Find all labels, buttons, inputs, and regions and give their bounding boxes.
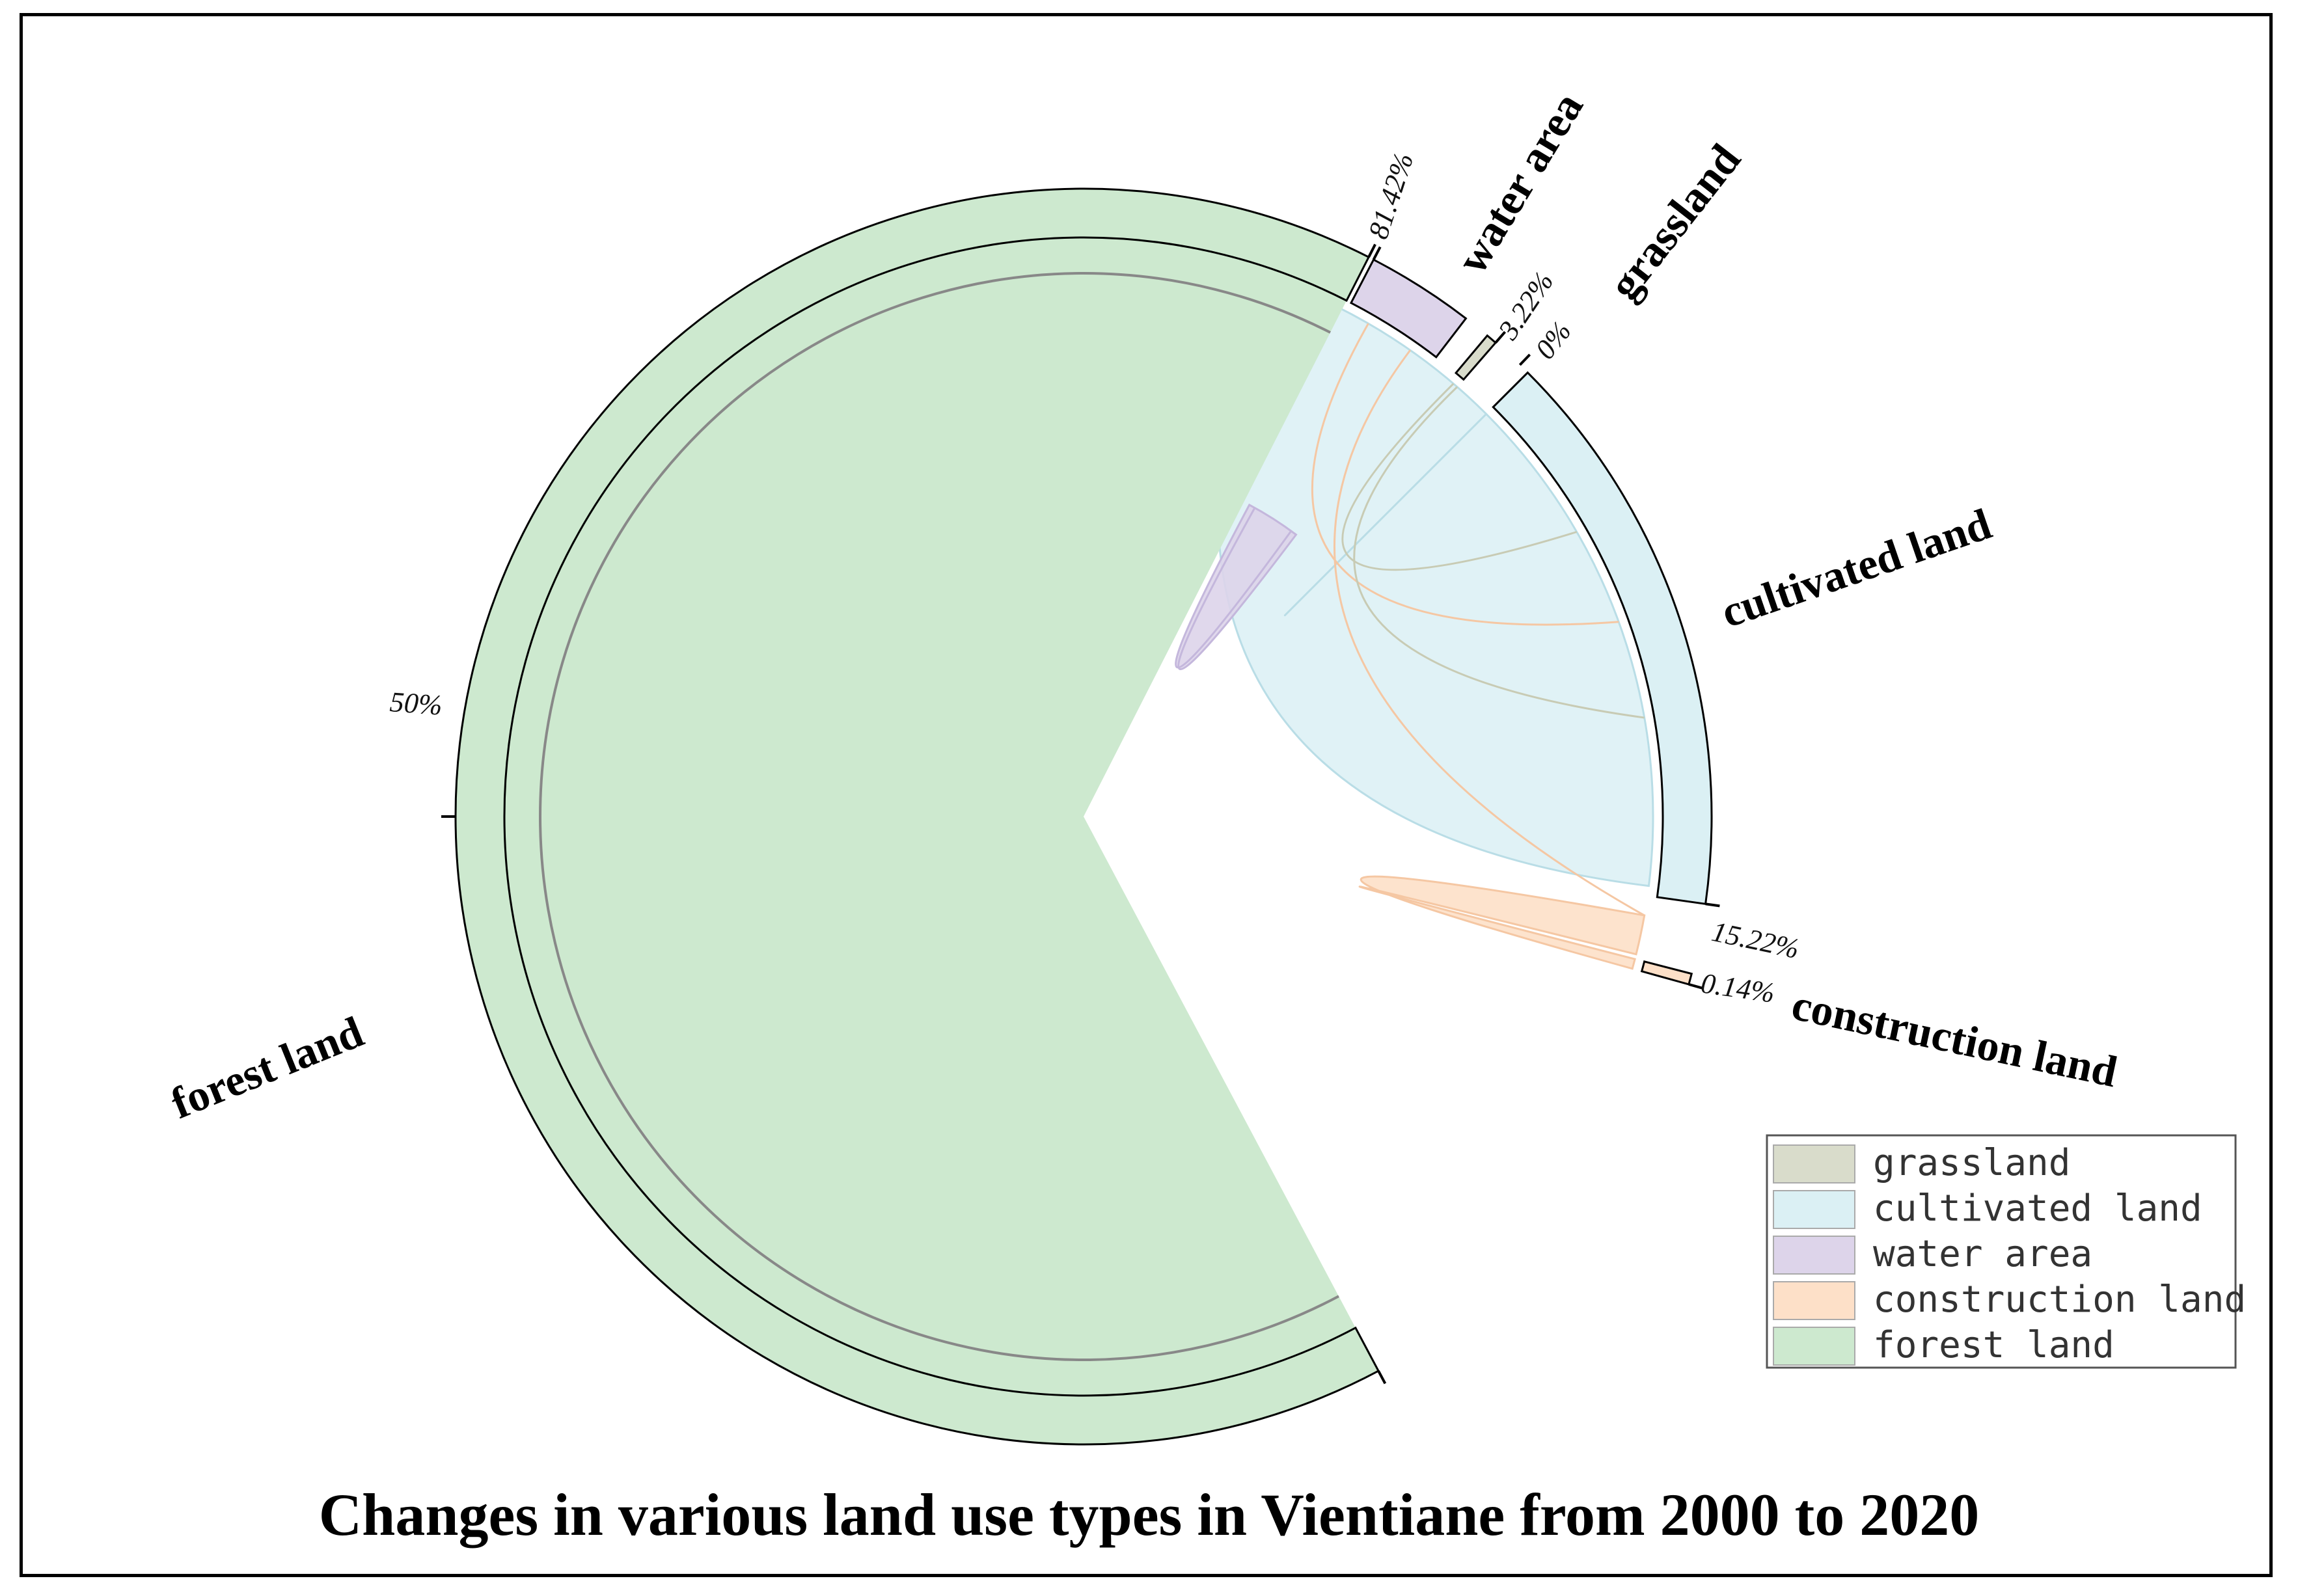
chart-title: Changes in various land use types in Vie…	[318, 1481, 1980, 1548]
segment-label-grassland: grassland	[1599, 135, 1750, 308]
tick-label-0: 0%	[1529, 316, 1578, 365]
tick-label-50: 50%	[389, 686, 443, 722]
legend-swatch-grassland	[1773, 1144, 1855, 1183]
segment-label-construction-land: construction land	[1788, 979, 2122, 1096]
tick-0-14	[1688, 982, 1703, 990]
legend-label-construction-land: construction land	[1873, 1278, 2246, 1321]
tick-label-81-42: 81.42%	[1362, 149, 1420, 243]
flow-line	[1341, 383, 1578, 571]
tick-top	[1367, 243, 1376, 258]
tick-81-42	[1372, 246, 1382, 260]
legend-swatch-water-area	[1773, 1236, 1855, 1275]
segment-arc-grassland	[1454, 334, 1498, 381]
segment-arc-forest-land	[454, 187, 1380, 1446]
segment-label-forest-land: forest land	[164, 1007, 370, 1128]
chord-construction-land	[1358, 875, 1646, 970]
segment-label-cultivated-land: cultivated land	[1715, 498, 1997, 637]
tick-15-22	[1705, 902, 1720, 908]
legend-swatch-construction-land	[1773, 1281, 1855, 1320]
flow-line	[1333, 349, 1645, 917]
chord-water-area	[1175, 503, 1298, 670]
segment-arc-construction-land	[1640, 960, 1693, 986]
legend-label-grassland: grassland	[1873, 1142, 2070, 1184]
legend-swatch-forest-land	[1773, 1327, 1855, 1366]
forest-inner-ring	[539, 272, 1339, 1361]
tick-label-0-14: 0.14%	[1699, 967, 1777, 1008]
legend-label-forest-land: forest land	[1873, 1324, 2114, 1366]
segment-label-water-area: water area	[1447, 84, 1593, 282]
flow-line	[1353, 386, 1645, 719]
tick-label-15-22: 15.22%	[1709, 915, 1802, 965]
tick-0	[1518, 353, 1531, 366]
legend-swatch-cultivated-land	[1773, 1190, 1855, 1229]
segment-arc-water-area	[1349, 258, 1468, 359]
tick-3-22	[1494, 331, 1507, 344]
forest-land-body	[504, 237, 1356, 1396]
flow-line	[1311, 323, 1619, 626]
legend-label-water-area: water area	[1873, 1233, 2092, 1275]
segment-arc-cultivated-land	[1492, 371, 1713, 905]
tick-bottom	[1377, 1370, 1387, 1385]
legend-label-cultivated-land: cultivated land	[1873, 1187, 2202, 1230]
